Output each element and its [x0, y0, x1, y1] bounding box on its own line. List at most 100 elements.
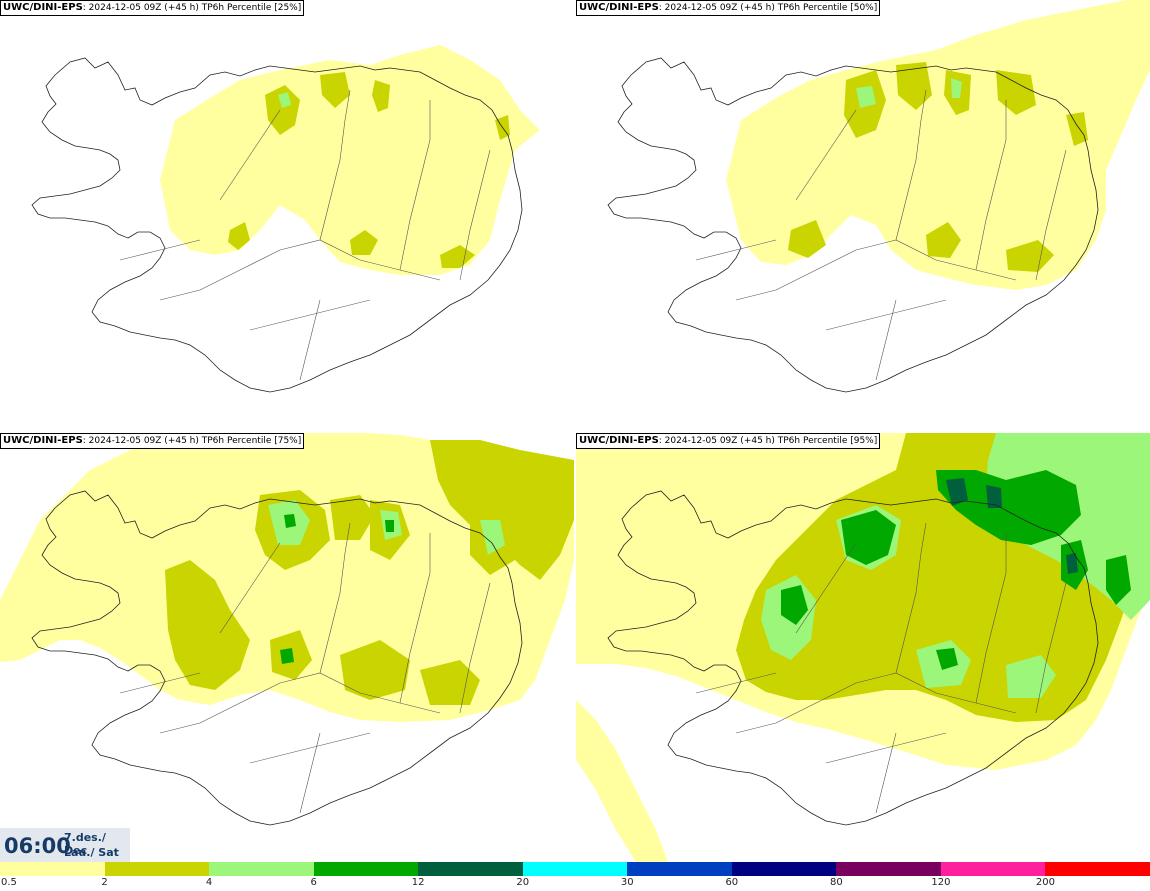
panel-title: UWC/DINI-EPS: 2024-12-05 09Z (+45 h) TP6… [0, 433, 305, 449]
panel-title: UWC/DINI-EPS: 2024-12-05 09Z (+45 h) TP6… [0, 0, 305, 16]
run-info: : 2024-12-05 09Z (+45 h) TP6h Percentile… [82, 436, 302, 446]
boundary-line [249, 299, 371, 331]
boundary-line [895, 522, 927, 674]
boundary-line [695, 672, 777, 694]
legend-label: 4 [205, 877, 213, 888]
legend-label: 12 [411, 877, 425, 888]
precipitation-area [420, 660, 480, 705]
valid-time-box: 06:00 7.des./ Dec Lau./ Sat [0, 828, 130, 862]
boundary-line [319, 89, 351, 241]
legend-label: 80 [829, 877, 843, 888]
legend-swatch [836, 862, 941, 876]
precipitation-area [896, 62, 932, 110]
precipitation-map [0, 433, 574, 826]
precipitation-area [1066, 553, 1078, 574]
legend-swatch [0, 862, 105, 876]
legend-swatch [418, 862, 523, 876]
run-info: : 2024-12-05 09Z (+45 h) TP6h Percentile… [658, 436, 878, 446]
legend-swatch [104, 862, 210, 876]
coastline [607, 490, 1099, 826]
precipitation-area [841, 510, 896, 565]
legend-color-bar [0, 862, 1150, 876]
boundary-line [825, 299, 947, 331]
precipitation-contours [0, 433, 574, 722]
precipitation-area [320, 72, 350, 108]
boundary-line [459, 582, 491, 714]
boundary-line [875, 299, 897, 381]
legend-swatch [940, 862, 1046, 876]
precipitation-map [576, 433, 1150, 862]
precipitation-area [926, 222, 961, 258]
legend-label: 120 [931, 877, 951, 888]
precipitation-area [0, 433, 574, 722]
precipitation-area [280, 648, 294, 664]
precipitation-area [788, 220, 826, 258]
precipitation-area [480, 520, 505, 555]
boundary-line [299, 732, 321, 814]
boundary-line [459, 149, 491, 281]
precipitation-area [1006, 655, 1056, 698]
model-name: UWC/DINI-EPS [3, 435, 83, 446]
precipitation-contours [160, 45, 540, 275]
boundary-line [975, 100, 1007, 271]
boundary-line [695, 239, 777, 261]
boundary-line [249, 732, 371, 764]
valid-weekday: Lau./ Sat [64, 846, 119, 859]
map-panel-p75: UWC/DINI-EPS: 2024-12-05 09Z (+45 h) TP6… [0, 433, 574, 864]
color-legend: 0.5 2 4 6 12 20 30 60 80 120 200 [0, 862, 1150, 891]
valid-date: 7.des./ Dec [64, 831, 106, 857]
legend-swatch [522, 862, 628, 876]
legend-label: 0.5 [1, 877, 17, 888]
map-panel-p25: UWC/DINI-EPS: 2024-12-05 09Z (+45 h) TP6… [0, 0, 574, 431]
precipitation-contours [576, 433, 1150, 862]
legend-label: 20 [516, 877, 530, 888]
valid-time: 06:00 [4, 834, 71, 858]
model-name: UWC/DINI-EPS [3, 2, 83, 13]
legend-swatch [627, 862, 732, 876]
precipitation-area [372, 80, 390, 112]
boundary-line [795, 542, 857, 634]
map-panel-p50: UWC/DINI-EPS: 2024-12-05 09Z (+45 h) TP6… [576, 0, 1150, 431]
legend-label: 6 [310, 877, 317, 888]
legend-label: 2 [101, 877, 108, 888]
legend-swatch [1045, 862, 1150, 876]
boundary-line [875, 732, 897, 814]
precipitation-area [160, 45, 540, 275]
precipitation-area [284, 514, 296, 528]
precipitation-area [726, 0, 1150, 290]
precipitation-area [440, 245, 475, 268]
boundary-line [219, 109, 281, 201]
legend-label: 60 [725, 877, 739, 888]
panel-title: UWC/DINI-EPS: 2024-12-05 09Z (+45 h) TP6… [576, 0, 881, 16]
map-panel-p95: UWC/DINI-EPS: 2024-12-05 09Z (+45 h) TP6… [576, 433, 1150, 864]
run-info: : 2024-12-05 09Z (+45 h) TP6h Percentile… [658, 3, 878, 13]
precipitation-map [607, 0, 1150, 393]
boundary-line [159, 239, 441, 301]
boundary-line [399, 100, 431, 271]
precipitation-map [31, 45, 540, 393]
boundary-line [119, 239, 201, 261]
boundary-line [795, 109, 857, 201]
precipitation-area [265, 85, 300, 135]
boundary-line [299, 299, 321, 381]
boundary-line [735, 672, 1017, 734]
boundary-line [319, 522, 351, 674]
legend-label: 30 [620, 877, 634, 888]
boundary-line [219, 542, 281, 634]
legend-swatch [209, 862, 314, 876]
panel-title: UWC/DINI-EPS: 2024-12-05 09Z (+45 h) TP6… [576, 433, 881, 449]
precipitation-area [1006, 240, 1054, 272]
boundary-line [119, 672, 201, 694]
precipitation-area [330, 495, 375, 540]
coastline [31, 490, 523, 826]
precipitation-area [385, 520, 394, 532]
legend-labels: 0.5 2 4 6 12 20 30 60 80 120 200 [0, 877, 1150, 891]
boundary-line [1035, 149, 1067, 281]
precipitation-contours [726, 0, 1150, 290]
run-info: : 2024-12-05 09Z (+45 h) TP6h Percentile… [82, 3, 302, 13]
boundary-line [399, 533, 431, 704]
precipitation-area [1066, 112, 1088, 146]
boundary-line [1035, 582, 1067, 714]
precipitation-area [936, 470, 1081, 545]
precipitation-area [350, 230, 378, 255]
